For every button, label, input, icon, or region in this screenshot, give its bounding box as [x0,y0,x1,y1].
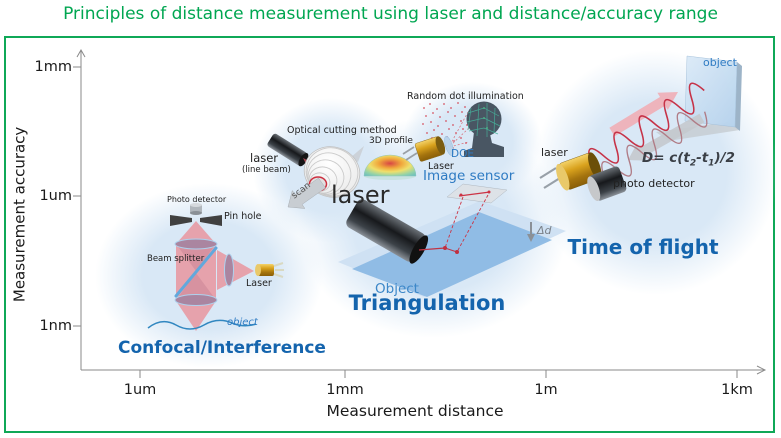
formula-part: -t [696,150,709,166]
x-tick-1mm: 1mm [326,382,364,398]
return-arrow-icon [628,113,705,161]
image-sensor-label: Image sensor [423,168,515,184]
illumination-rays-icon [449,111,471,148]
lens-icon [224,253,234,287]
tof-title: Time of flight [567,235,719,259]
confocal-diagram [147,203,284,331]
laser-beam-icon [418,247,446,251]
y-tick-1um: 1um [39,188,72,204]
doe-laser-label: Laser [428,161,454,172]
line-beam-laser-label: laser [250,151,279,165]
object-plane-front [352,212,552,297]
x-tick-1um: 1um [123,382,157,398]
formula-sub-1: 1 [708,158,715,169]
tof-formula: D= c(t2-t1)/2 [642,150,735,169]
triangulation-diagram [267,101,566,297]
lens-icon [174,238,218,250]
tof-object-label: object [703,56,737,69]
triangulation-laser-icon [346,199,429,264]
tof-photo-detector-label: photo detector [613,177,695,190]
beam-splitter-label: Beam splitter [147,254,205,264]
tof-object-side [735,62,742,131]
doe-label: DOE [451,148,474,160]
page-title: Principles of distance measurement using… [63,4,718,24]
outgoing-arrow-icon [609,92,678,137]
formula-part: )/2 [714,150,735,166]
pin-hole-icon [170,215,192,226]
head-icon [464,101,504,157]
confocal-title: Confocal/Interference [118,338,326,358]
beam-splitter-icon [174,246,218,298]
confocal-laser-label: Laser [246,278,272,289]
outgoing-wave-icon [588,82,705,165]
lens-icon [174,294,218,306]
confocal-laser-icon [255,262,284,278]
triangulation-title: Triangulation [348,291,506,315]
scan-arrow-icon [287,177,326,209]
line-beam-sub-label: (line beam) [242,165,291,175]
photo-detector-tof-icon [587,166,627,201]
random-dot-label: Random dot illumination [407,91,524,102]
triangulation-object-label: Object [375,281,419,297]
doe-icon [444,136,454,156]
axes [73,48,767,378]
tof-object-panel [684,55,738,128]
3d-profile-label: 3D profile [369,136,413,146]
optical-cutting-label: Optical cutting method [287,125,397,136]
photo-detector-icon [190,205,202,213]
y-tick-1nm: 1nm [39,318,72,334]
line-beam-laser-icon [267,133,309,167]
profile-dome-icon [363,154,417,180]
object-wave-icon [147,319,257,330]
y-tick-1mm: 1mm [34,59,72,75]
tof-diagram [539,55,742,201]
triangulation-laser-label: laser [331,181,390,209]
x-tick-1m: 1m [534,382,558,398]
confocal-beams [176,221,254,331]
delta-d-label: Δd [537,224,552,237]
delta-d-arrow-icon [527,222,535,242]
return-wave-icon [601,111,708,178]
x-axis-label: Measurement distance [326,402,504,420]
tof-laser-label: laser [541,146,568,159]
formula-sub-2: 2 [689,158,697,169]
pin-hole-label: Pin hole [224,211,262,222]
y-axis-label: Measurement accuracy [10,126,29,303]
doe-laser-icon [414,136,446,162]
confocal-object-label: object [227,317,258,328]
formula-part: D= c(t [642,150,690,166]
photo-detector-label: Photo detector [167,195,227,204]
x-tick-1km: 1km [721,382,753,398]
